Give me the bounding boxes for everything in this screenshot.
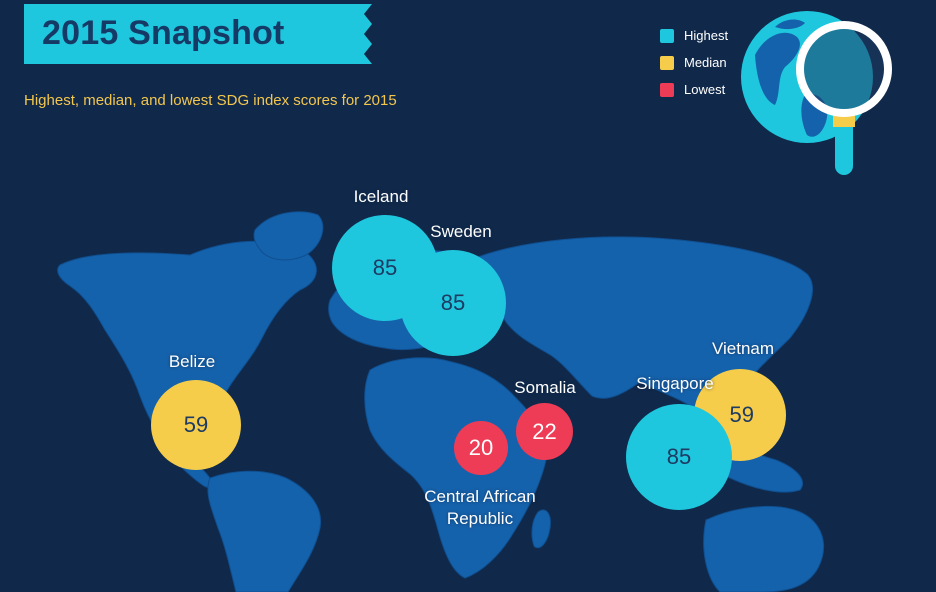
- score-sweden: 85: [440, 290, 466, 315]
- bubble-singapore: 85: [626, 404, 732, 510]
- legend-item-lowest: Lowest: [660, 76, 728, 103]
- globe-icon: [741, 11, 892, 175]
- score-central-african-republic: 20: [468, 435, 494, 460]
- score-belize: 59: [183, 412, 209, 437]
- madagascar-landmass: [531, 509, 551, 549]
- magnifying-glass-icon: [796, 21, 892, 175]
- page-title: 2015 Snapshot: [42, 14, 285, 52]
- bubble-sweden: 85: [400, 250, 506, 356]
- south-america-landmass: [207, 470, 322, 592]
- score-singapore: 85: [666, 444, 692, 469]
- bubble-central-african-republic: 20: [454, 421, 508, 475]
- label-singapore: Singapore: [636, 374, 714, 393]
- bubble-somalia: 22: [516, 403, 573, 460]
- label-vietnam: Vietnam: [711, 339, 775, 358]
- label-central-african-republic: Central African Republic: [424, 487, 536, 528]
- label-sweden: Sweden: [430, 222, 492, 241]
- legend-label-highest: Highest: [684, 28, 729, 43]
- legend-swatch-highest: [660, 28, 674, 43]
- label-iceland: Iceland: [353, 187, 409, 206]
- legend-swatch-lowest: [660, 82, 674, 97]
- title-banner: [24, 4, 372, 64]
- score-vietnam: 59: [729, 402, 754, 427]
- label-somalia: Somalia: [514, 378, 576, 397]
- africa-landmass: [364, 357, 548, 579]
- bubble-belize: 59: [151, 380, 241, 470]
- page-subtitle: Highest, median, and lowest SDG index sc…: [24, 92, 397, 109]
- legend-label-lowest: Lowest: [684, 82, 726, 97]
- score-somalia: 22: [532, 418, 557, 444]
- score-iceland: 85: [372, 255, 398, 280]
- legend-item-highest: Highest: [660, 22, 728, 49]
- label-belize: Belize: [168, 352, 216, 371]
- greenland-landmass: [253, 211, 324, 261]
- legend: Highest Median Lowest: [660, 22, 728, 103]
- legend-item-median: Median: [660, 49, 728, 76]
- legend-label-median: Median: [684, 55, 727, 70]
- legend-swatch-median: [660, 55, 674, 70]
- australia-landmass: [703, 505, 825, 592]
- north-america-landmass: [57, 240, 317, 453]
